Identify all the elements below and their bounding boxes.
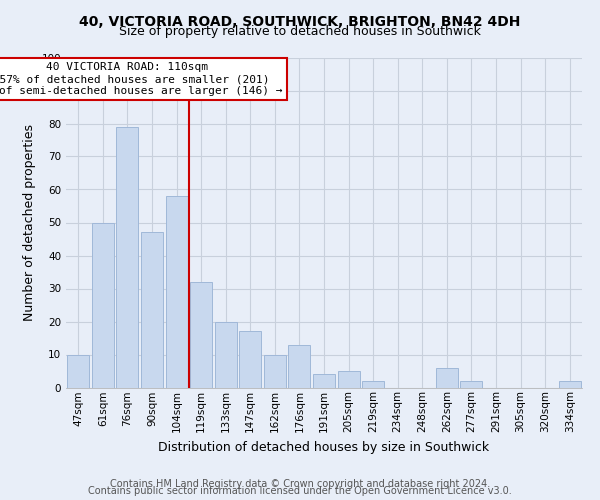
Bar bbox=[362, 381, 384, 388]
Text: Contains HM Land Registry data © Crown copyright and database right 2024.: Contains HM Land Registry data © Crown c… bbox=[110, 479, 490, 489]
Bar bbox=[215, 322, 237, 388]
Text: Size of property relative to detached houses in Southwick: Size of property relative to detached ho… bbox=[119, 25, 481, 38]
Text: 40, VICTORIA ROAD, SOUTHWICK, BRIGHTON, BN42 4DH: 40, VICTORIA ROAD, SOUTHWICK, BRIGHTON, … bbox=[79, 15, 521, 29]
Y-axis label: Number of detached properties: Number of detached properties bbox=[23, 124, 36, 321]
Bar bbox=[559, 381, 581, 388]
X-axis label: Distribution of detached houses by size in Southwick: Distribution of detached houses by size … bbox=[158, 440, 490, 454]
Bar bbox=[116, 127, 139, 388]
Bar bbox=[460, 381, 482, 388]
Bar bbox=[67, 354, 89, 388]
Bar bbox=[166, 196, 188, 388]
Bar bbox=[338, 371, 359, 388]
Bar bbox=[141, 232, 163, 388]
Text: 40 VICTORIA ROAD: 110sqm
← 57% of detached houses are smaller (201)
42% of semi-: 40 VICTORIA ROAD: 110sqm ← 57% of detach… bbox=[0, 62, 283, 96]
Bar bbox=[436, 368, 458, 388]
Bar bbox=[313, 374, 335, 388]
Bar bbox=[92, 222, 114, 388]
Bar bbox=[239, 332, 262, 388]
Text: Contains public sector information licensed under the Open Government Licence v3: Contains public sector information licen… bbox=[88, 486, 512, 496]
Bar bbox=[264, 354, 286, 388]
Bar bbox=[190, 282, 212, 388]
Bar bbox=[289, 344, 310, 388]
